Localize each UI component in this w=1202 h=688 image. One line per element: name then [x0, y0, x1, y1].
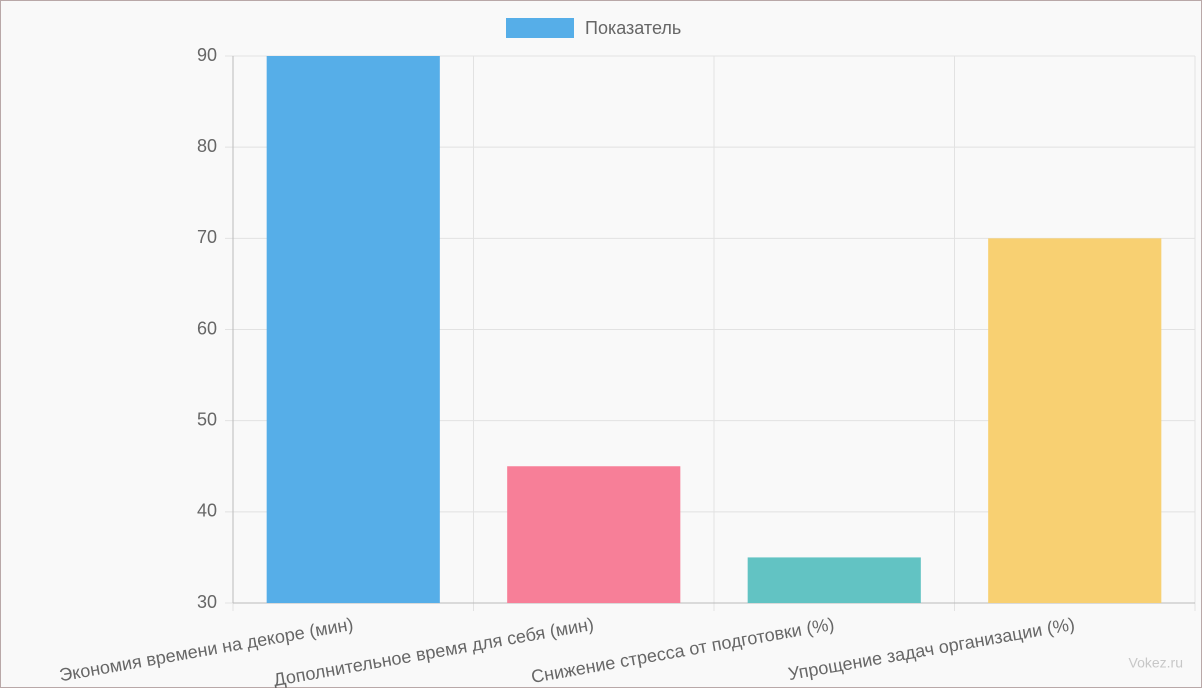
bar: [988, 238, 1162, 604]
y-tick-label: 30: [197, 592, 217, 612]
y-tick-label: 40: [197, 501, 217, 521]
y-tick-label: 90: [197, 45, 217, 65]
y-tick-label: 70: [197, 227, 217, 247]
bar: [266, 56, 440, 603]
watermark: Vokez.ru: [1129, 655, 1183, 671]
legend-label: Показатель: [585, 18, 681, 38]
y-tick-label: 50: [197, 409, 217, 429]
bar: [747, 557, 921, 603]
y-tick-label: 60: [197, 318, 217, 338]
legend-swatch: [506, 18, 574, 38]
y-tick-label: 80: [197, 136, 217, 156]
bar: [507, 466, 681, 603]
